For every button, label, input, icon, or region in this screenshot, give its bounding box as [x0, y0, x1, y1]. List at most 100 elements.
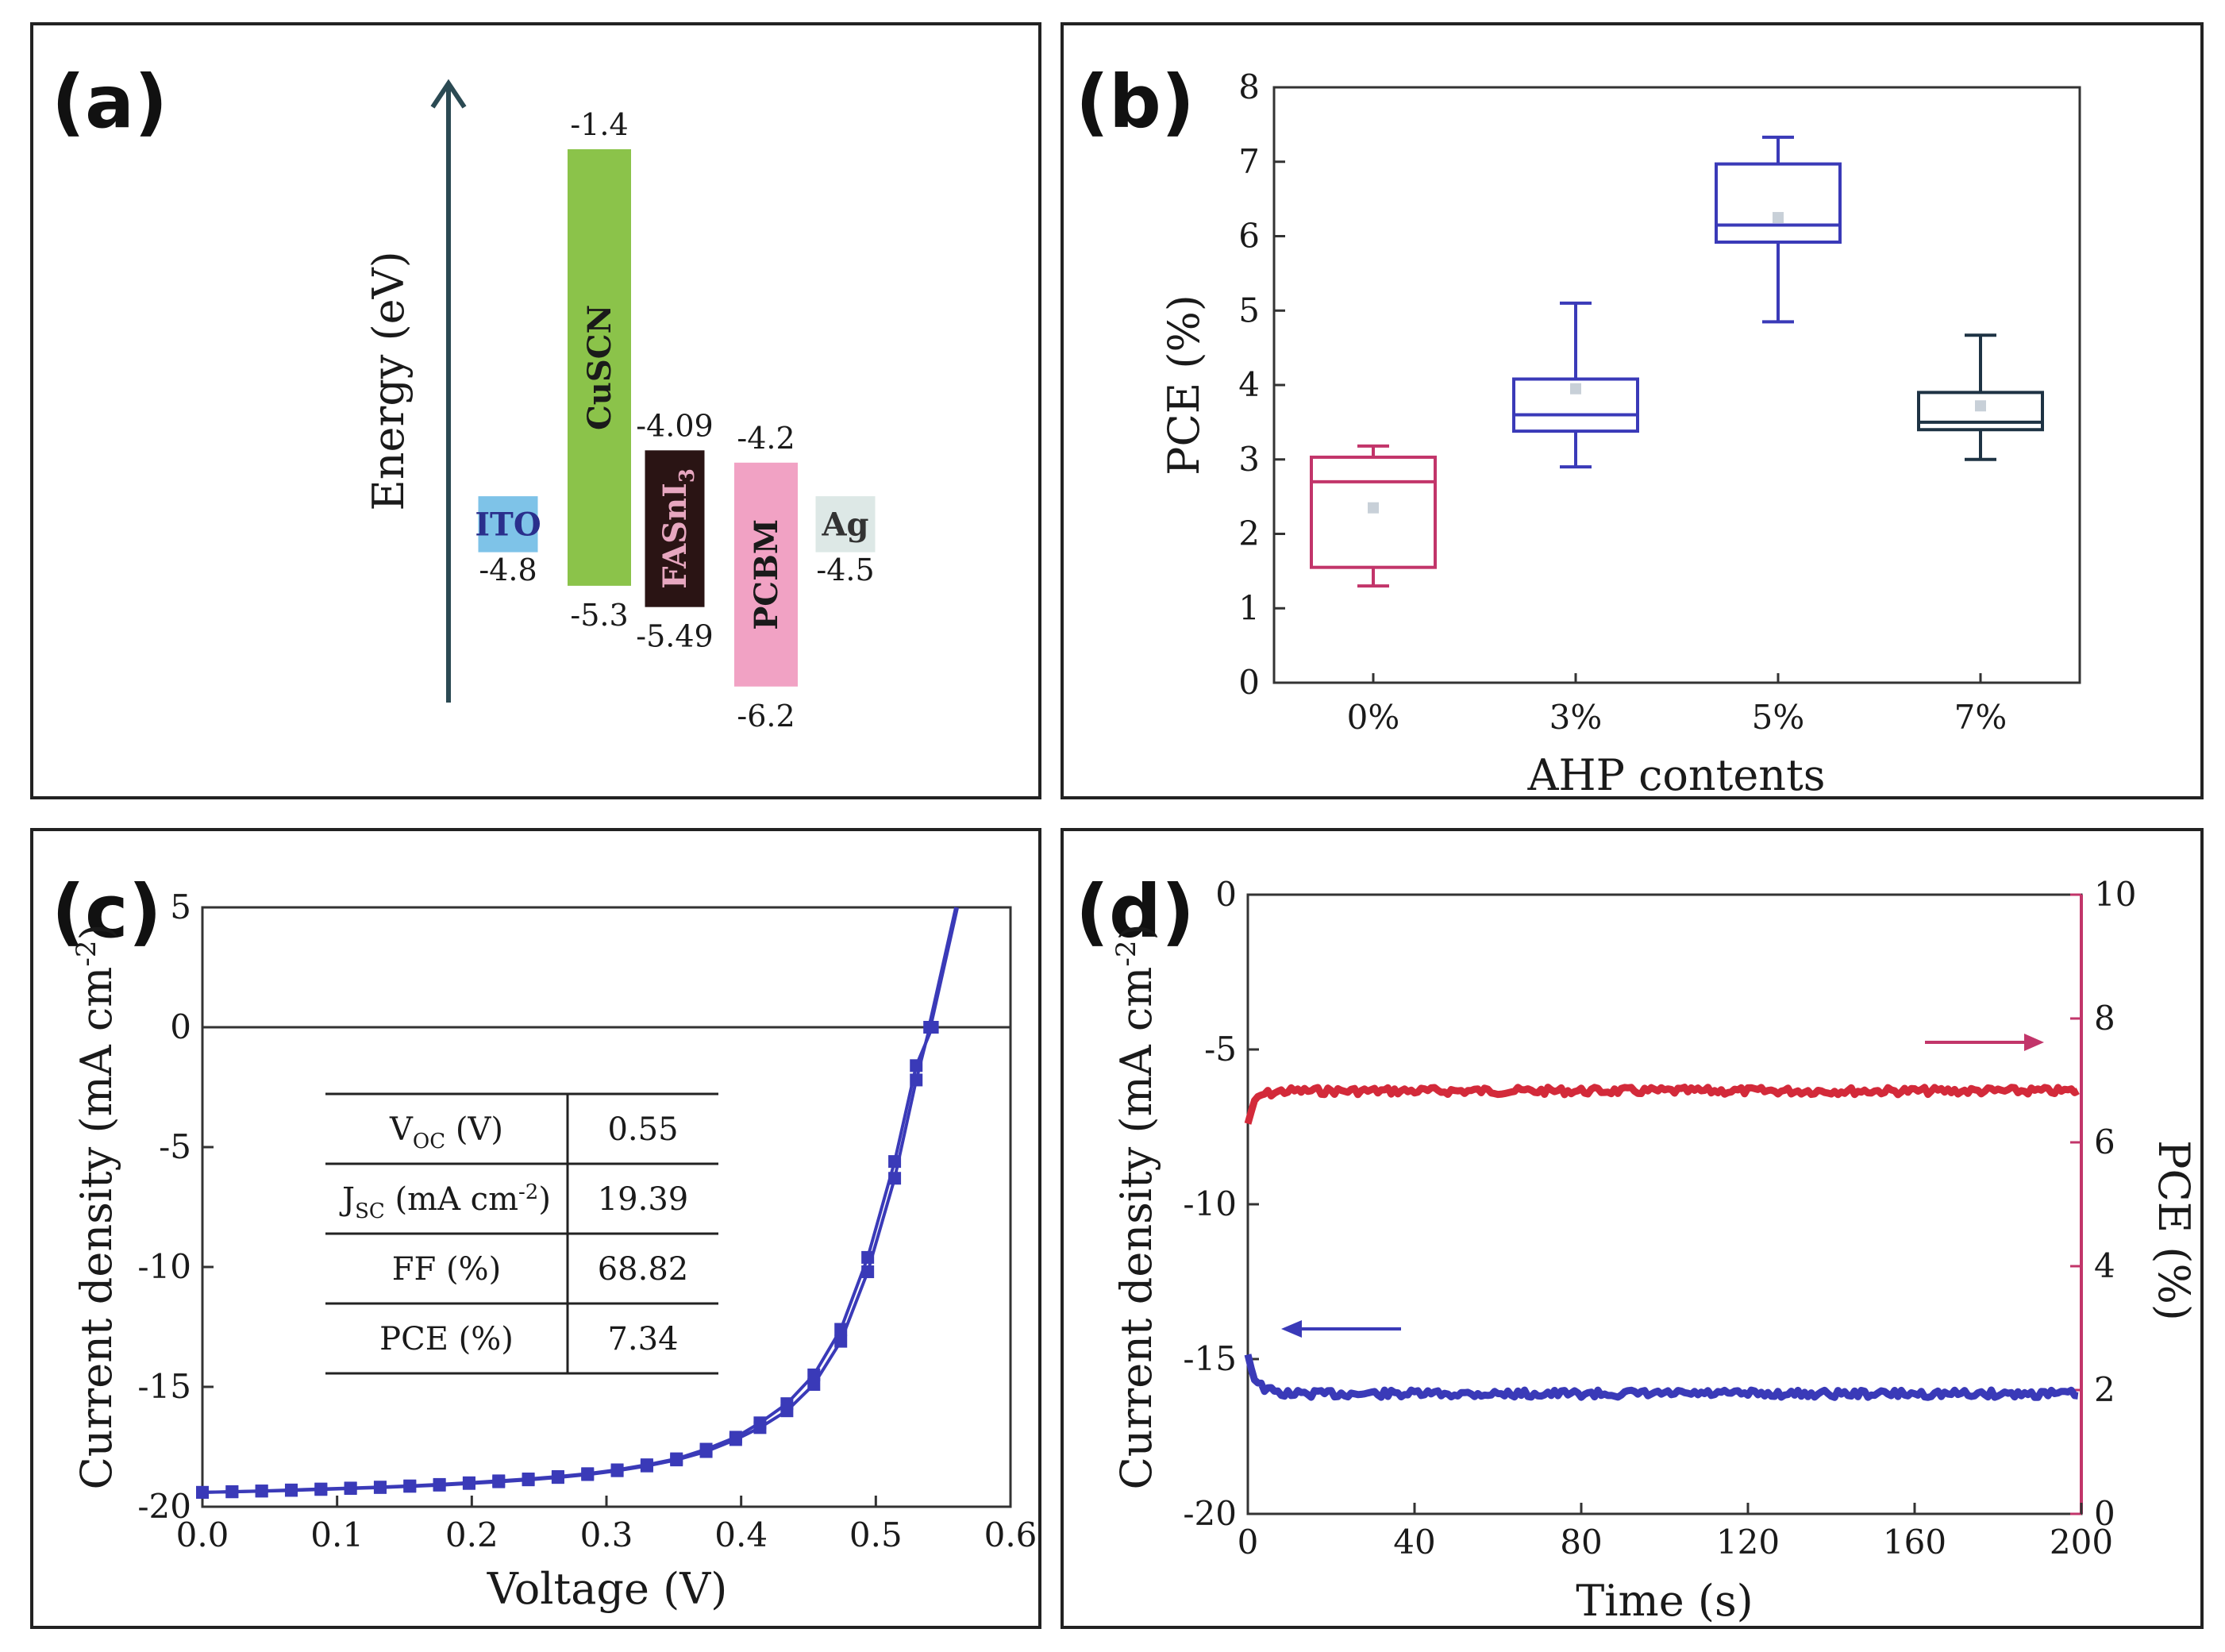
jv-point: [255, 1484, 268, 1498]
energy-bands: ITO -4.8 CuSCN -1.4 -5.3 FASnI3 -4.09 -5.49 PCBM…: [475, 107, 876, 734]
param-symbol: PCE (%): [379, 1321, 514, 1357]
jv-point: [699, 1442, 713, 1456]
x-tick-label: 40: [1393, 1523, 1435, 1562]
box-mean-marker: [1773, 212, 1784, 224]
band-name: FASnI: [656, 483, 694, 589]
left-y-tick-label: -20: [1183, 1494, 1237, 1533]
stability-series: [1244, 1084, 2080, 1401]
stability-x-label: Time (s): [1576, 1576, 1753, 1626]
arrow-head-left: [1281, 1320, 1302, 1338]
axis-indicator-arrows: [1281, 1034, 2044, 1338]
band-label-ito: ITO: [475, 506, 541, 543]
band-label-fasni: FASnI3: [656, 468, 699, 589]
param-subscript: SC: [355, 1200, 385, 1223]
x-tick-label: 0%: [1347, 698, 1400, 737]
panel-a: (a) Energy (eV) ITO -4.8 CuSCN -1.4 -5.3 FASn…: [30, 22, 1041, 799]
left-y-tick-label: -15: [1183, 1339, 1237, 1378]
table-param-value: 0.55: [607, 1111, 678, 1148]
right-y-tick-label: 10: [2094, 875, 2136, 914]
x-tick-label: 160: [1883, 1523, 1946, 1562]
jv-point: [610, 1463, 624, 1477]
jv-point: [807, 1377, 821, 1391]
jv-point: [753, 1416, 767, 1430]
param-symbol: J: [339, 1181, 355, 1218]
jv-point: [522, 1472, 535, 1485]
band-cuscn: [568, 149, 631, 586]
band-label-ag: Ag: [821, 506, 868, 543]
table-param-label: VOC (V): [389, 1111, 503, 1153]
boxplot-y-label: PCE (%): [1159, 295, 1209, 476]
stability-right-y-ticks: 0 2 4 6 8 10: [2070, 875, 2136, 1533]
x-tick-label: 0.4: [714, 1515, 768, 1554]
panel-a-frame: [30, 22, 1041, 799]
box-mean-marker: [1570, 383, 1581, 395]
panel-b-frame: [1061, 22, 2204, 799]
jv-point: [225, 1484, 239, 1498]
x-tick-label: 0: [1238, 1523, 1259, 1562]
level-bottom-ag: -4.5: [816, 553, 874, 587]
band-name-subscript: 3: [676, 468, 699, 483]
x-tick-label: 0.5: [849, 1515, 903, 1554]
box-iqr: [1917, 391, 2044, 432]
jv-point: [433, 1477, 446, 1491]
x-tick-label: 3%: [1549, 698, 1603, 737]
x-tick-label: 5%: [1752, 698, 1805, 737]
jv-point: [462, 1476, 475, 1489]
right-y-tick-label: 4: [2094, 1246, 2115, 1285]
box-mean-marker: [1975, 400, 1986, 412]
band-ito: [478, 496, 538, 553]
jv-point: [492, 1474, 506, 1488]
band-name: Ag: [821, 506, 868, 543]
band-label-pcbm: PCBM: [748, 519, 785, 630]
right-y-tick-label: 6: [2094, 1123, 2115, 1161]
jv-point: [551, 1469, 564, 1483]
stability-series-pce: [1244, 1084, 2080, 1125]
y-tick-label: -5: [159, 1127, 191, 1166]
level-bottom-cuscn: -5.3: [570, 598, 628, 633]
stability-axes: [1246, 893, 2083, 1515]
boxplot-x-ticks: 0% 3% 5% 7%: [1347, 673, 2008, 737]
jv-point: [403, 1479, 417, 1492]
jv-point: [834, 1323, 848, 1336]
jv-point: [910, 1059, 923, 1072]
level-bottom-pcbm: -6.2: [737, 699, 795, 734]
x-tick-label: 0.3: [580, 1515, 633, 1554]
x-tick-label: 7%: [1954, 698, 2008, 737]
y-tick-label: 1: [1238, 588, 1260, 627]
table-param-label: FF (%): [392, 1251, 501, 1288]
energy-axis-label: Energy (eV): [364, 251, 414, 510]
y-tick-label: 5: [1238, 291, 1260, 329]
jv-point: [670, 1452, 683, 1465]
x-tick-label: 0.1: [310, 1515, 364, 1554]
jv-curve-tail: [927, 907, 960, 1028]
box-iqr: [1512, 377, 1639, 433]
jv-point: [196, 1485, 209, 1499]
x-tick-label: 200: [2050, 1523, 2113, 1562]
stability-left-y-label: Current density (mA cm-2): [1111, 923, 1161, 1489]
jv-point: [861, 1250, 875, 1264]
jv-point: [888, 1155, 902, 1169]
panel-a-letter: (a): [52, 60, 167, 144]
stability-series-current: [1244, 1354, 2079, 1401]
panel-c: (c) -20-15-10-505 0.0 0.1 0.2 0.3 0.4 0.5 0.6 …: [30, 828, 1041, 1629]
param-superscript: -2: [518, 1180, 538, 1204]
jv-y-label: Current density (mA cm-2): [71, 923, 121, 1489]
boxplot-y-ticks: 0 1 2 3 4 5 6 7 8: [1238, 67, 1285, 702]
left-y-tick-label: 0: [1215, 875, 1237, 914]
param-symbol: V: [389, 1111, 414, 1148]
boxplot-axes: [1272, 86, 2081, 684]
param-subscript: OC: [413, 1130, 445, 1153]
jv-point: [581, 1467, 595, 1481]
table-param-label: JSC (mA cm-2): [339, 1180, 551, 1223]
jv-point: [344, 1481, 357, 1495]
y-tick-label: 0: [1238, 663, 1260, 702]
x-tick-label: 0.6: [984, 1515, 1037, 1554]
jv-series-line: [202, 1026, 932, 1494]
level-top-fasni: -4.09: [636, 408, 713, 443]
band-ag: [815, 496, 876, 553]
x-tick-label: 0.2: [445, 1515, 499, 1554]
x-tick-label: 120: [1716, 1523, 1780, 1562]
arrow-head-right: [2024, 1034, 2044, 1051]
